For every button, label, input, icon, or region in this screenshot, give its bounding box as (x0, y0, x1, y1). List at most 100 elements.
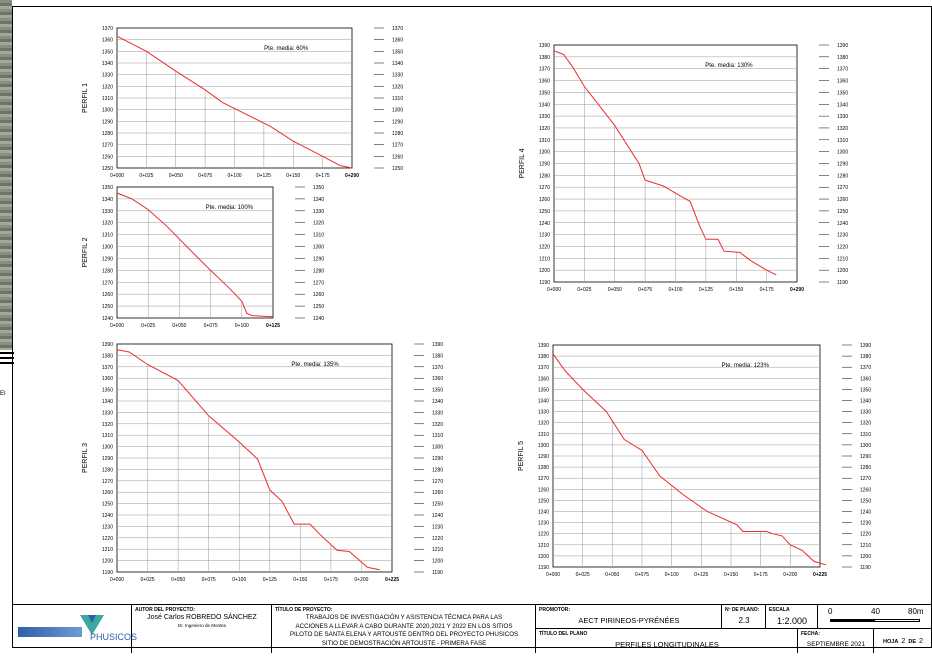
x-tick-label: 0+025 (141, 323, 155, 329)
y-tick-label-left: 1270 (102, 280, 113, 286)
y-tick-label-left: 1370 (538, 365, 549, 371)
x-tick-label: 0+050 (171, 577, 185, 583)
y-tick-label-left: 1280 (538, 465, 549, 471)
x-tick-label: 0+175 (754, 572, 768, 578)
y-tick-label-right: 1250 (313, 304, 324, 310)
y-tick-label-right: 1370 (837, 67, 848, 73)
y-tick-label-right: 1380 (432, 353, 443, 359)
logo-text: PHUSICOS (90, 632, 138, 642)
y-tick-label-left: 1280 (102, 467, 113, 473)
y-tick-label-right: 1210 (837, 256, 848, 262)
y-tick-label-right: 1350 (837, 90, 848, 96)
y-tick-label-left: 1330 (102, 410, 113, 416)
y-tick-label-left: 1310 (538, 432, 549, 438)
y-tick-label-right: 1250 (837, 209, 848, 215)
y-tick-label-right: 1290 (392, 119, 403, 125)
y-tick-label-left: 1310 (539, 138, 550, 144)
sheet-separator: DE (908, 639, 916, 645)
profile-line (116, 35, 353, 169)
y-tick-label-right: 1280 (432, 467, 443, 473)
y-tick-label-right: 1350 (432, 388, 443, 394)
y-tick-label-left: 1370 (102, 365, 113, 371)
y-tick-label-right: 1340 (392, 61, 403, 67)
profile-line (116, 192, 274, 318)
x-tick-label: 0+150 (286, 173, 300, 179)
sheet-prefix: HOJA (883, 639, 899, 645)
y-tick-label-right: 1220 (837, 244, 848, 250)
author-cell: AUTOR DEL PROYECTO: José Carlos ROBREDO … (132, 605, 272, 653)
y-tick-label-left: 1230 (539, 233, 550, 239)
y-tick-label-right: 1300 (432, 445, 443, 451)
slope-label: Pte. media: 100% (206, 205, 254, 211)
y-tick-label-left: 1380 (102, 353, 113, 359)
y-tick-label-right: 1360 (392, 38, 403, 44)
y-tick-label-right: 1240 (313, 316, 324, 322)
x-tick-label: 0+075 (198, 173, 212, 179)
y-tick-label-left: 1330 (102, 209, 113, 215)
y-tick-label-right: 1240 (837, 221, 848, 227)
date-cell: FECHA: SEPTIEMBRE 2021 (798, 629, 874, 653)
y-tick-label-right: 1320 (837, 126, 848, 132)
y-tick-label-left: 1380 (538, 354, 549, 360)
y-tick-label-left: 1360 (539, 79, 550, 85)
y-tick-label-left: 1310 (102, 96, 113, 102)
y-tick-label-left: 1270 (538, 476, 549, 482)
y-tick-label-right: 1270 (392, 143, 403, 149)
y-tick-label-right: 1230 (432, 524, 443, 530)
y-tick-label-right: 1190 (432, 570, 443, 576)
sheet-number: HOJA 2 DE 2 (874, 638, 932, 645)
slope-label: Pte. media: 123% (722, 363, 770, 369)
y-tick-label-right: 1260 (837, 197, 848, 203)
y-tick-label-left: 1270 (102, 143, 113, 149)
y-tick-label-right: 1270 (432, 479, 443, 485)
x-tick-label: 0+175 (324, 577, 338, 583)
y-tick-label-right: 1220 (432, 536, 443, 542)
y-tick-label-left: 1390 (538, 343, 549, 349)
x-tick-label: 0+050 (172, 323, 186, 329)
profile-label: PERFIL 5 (518, 441, 525, 471)
y-tick-label-left: 1240 (539, 221, 550, 227)
y-tick-label-left: 1340 (539, 102, 550, 108)
y-tick-label-left: 1350 (102, 49, 113, 55)
y-tick-label-left: 1300 (102, 245, 113, 251)
map-edge-strip (0, 0, 12, 350)
x-tick-label: 0+025 (577, 287, 591, 293)
date-value: SEPTIEMBRE 2021 (806, 641, 866, 648)
chart-frame (116, 186, 274, 319)
y-tick-label-left: 1190 (539, 280, 550, 286)
x-tick-label: 0+050 (605, 572, 619, 578)
y-tick-label-right: 1290 (860, 454, 871, 460)
y-tick-label-right: 1200 (432, 559, 443, 565)
y-tick-label-right: 1360 (860, 376, 871, 382)
project-label: TÍTULO DE PROYECTO: (275, 607, 333, 613)
x-tick-label: 0+000 (110, 577, 124, 583)
promoter-value: AECT PIRINEOS-PYRÉNÉES (578, 616, 680, 625)
y-tick-label-left: 1320 (539, 126, 550, 132)
y-tick-label-left: 1240 (102, 513, 113, 519)
y-tick-label-right: 1190 (837, 280, 848, 286)
x-tick-label: 0+175 (316, 173, 330, 179)
y-tick-label-left: 1230 (538, 521, 549, 527)
y-tick-label-left: 1350 (538, 387, 549, 393)
y-tick-label-right: 1280 (860, 465, 871, 471)
y-tick-label-right: 1390 (860, 343, 871, 349)
y-tick-label-left: 1390 (539, 43, 550, 49)
slope-label: Pte. media: 60% (264, 46, 309, 52)
y-tick-label-right: 1330 (392, 73, 403, 79)
y-tick-label-right: 1380 (837, 55, 848, 61)
promoter-label: PROMOTOR: (539, 607, 571, 613)
y-tick-label-left: 1190 (538, 565, 549, 571)
y-tick-label-right: 1360 (837, 79, 848, 85)
y-tick-label-right: 1210 (432, 547, 443, 553)
y-tick-label-right: 1240 (860, 510, 871, 516)
logo-cell: PHUSICOS (12, 605, 137, 653)
y-tick-label-left: 1360 (102, 376, 113, 382)
promoter-cell: PROMOTOR: AECT PIRINEOS-PYRÉNÉES (536, 605, 722, 629)
y-tick-label-left: 1230 (102, 524, 113, 530)
x-tick-label: 0+000 (110, 323, 124, 329)
scale-cell: ESCALA 1:2.000 (766, 605, 818, 629)
